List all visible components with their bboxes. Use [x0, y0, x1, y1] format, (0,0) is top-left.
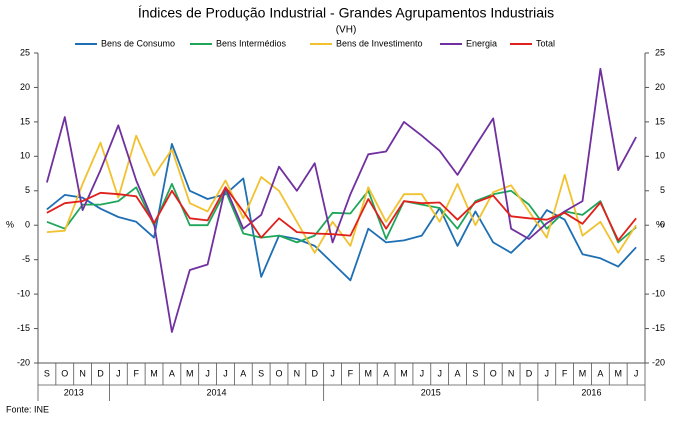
legend-label: Bens Intermédios: [216, 38, 287, 48]
x-tick-label: N: [294, 368, 301, 378]
year-label: 2015: [421, 387, 441, 397]
series-line: [46, 134, 637, 254]
x-tick-label: A: [455, 368, 461, 378]
y2-tick-label: 20: [655, 82, 665, 92]
year-label: 2016: [581, 387, 601, 397]
x-tick-label: M: [186, 368, 194, 378]
x-tick-label: F: [133, 368, 139, 378]
y2-tick-label: 10: [655, 151, 665, 161]
source: Fonte: INE: [6, 404, 49, 414]
chart-title: Índices de Produção Industrial - Grandes…: [138, 5, 554, 21]
x-tick-label: J: [634, 368, 639, 378]
y2-tick-label: -10: [652, 288, 665, 298]
x-tick-label: J: [545, 368, 550, 378]
y2-tick-label: -15: [652, 323, 665, 333]
y-tick-label: 25: [20, 47, 30, 57]
y2-axis-label: %: [656, 219, 664, 229]
x-tick-label: N: [79, 368, 86, 378]
year-label: 2013: [64, 387, 84, 397]
x-tick-label: S: [44, 368, 50, 378]
x-tick-label: M: [400, 368, 408, 378]
legend-label: Total: [536, 38, 555, 48]
y-tick-label: -5: [22, 254, 30, 264]
x-tick-label: A: [169, 368, 175, 378]
y2-tick-label: 15: [655, 116, 665, 126]
series-line: [46, 143, 637, 282]
y-tick-label: 10: [20, 151, 30, 161]
x-tick-label: A: [383, 368, 389, 378]
x-tick-label: O: [276, 368, 283, 378]
x-tick-label: A: [240, 368, 246, 378]
y-tick-label: -20: [17, 357, 30, 367]
x-tick-label: D: [311, 368, 318, 378]
x-tick-label: J: [420, 368, 425, 378]
y2-tick-label: 5: [660, 185, 665, 195]
y-tick-label: -10: [17, 288, 30, 298]
y2-tick-label: 25: [655, 47, 665, 57]
x-tick-label: J: [116, 368, 121, 378]
x-tick-label: A: [597, 368, 603, 378]
x-tick-label: O: [490, 368, 497, 378]
x-tick-label: N: [508, 368, 515, 378]
x-tick-label: M: [614, 368, 622, 378]
x-tick-label: M: [579, 368, 587, 378]
x-tick-label: J: [223, 368, 228, 378]
chart-subtitle: (VH): [336, 25, 357, 36]
x-tick-label: D: [97, 368, 104, 378]
x-tick-label: D: [526, 368, 533, 378]
x-tick-label: J: [205, 368, 210, 378]
y-tick-label: 0: [25, 220, 30, 230]
x-tick-label: J: [330, 368, 335, 378]
x-tick-label: M: [150, 368, 158, 378]
x-tick-label: F: [562, 368, 568, 378]
y-tick-label: 20: [20, 82, 30, 92]
y-tick-label: -15: [17, 323, 30, 333]
x-tick-label: J: [437, 368, 442, 378]
y-tick-label: 5: [25, 185, 30, 195]
series-line: [46, 186, 637, 242]
legend-label: Bens de Consumo: [101, 38, 175, 48]
x-tick-label: M: [365, 368, 373, 378]
x-tick-label: F: [348, 368, 354, 378]
x-tick-label: S: [472, 368, 478, 378]
y2-tick-label: -5: [657, 254, 665, 264]
legend-label: Bens de Investimento: [336, 38, 423, 48]
y-axis-label: %: [6, 219, 14, 229]
x-tick-label: O: [61, 368, 68, 378]
year-label: 2014: [207, 387, 227, 397]
series-line: [46, 183, 637, 244]
series-line: [46, 67, 637, 333]
y2-tick-label: -20: [652, 357, 665, 367]
legend-label: Energia: [466, 38, 497, 48]
y-tick-label: 15: [20, 116, 30, 126]
y2-tick-label: 0: [660, 220, 665, 230]
x-tick-label: S: [258, 368, 264, 378]
